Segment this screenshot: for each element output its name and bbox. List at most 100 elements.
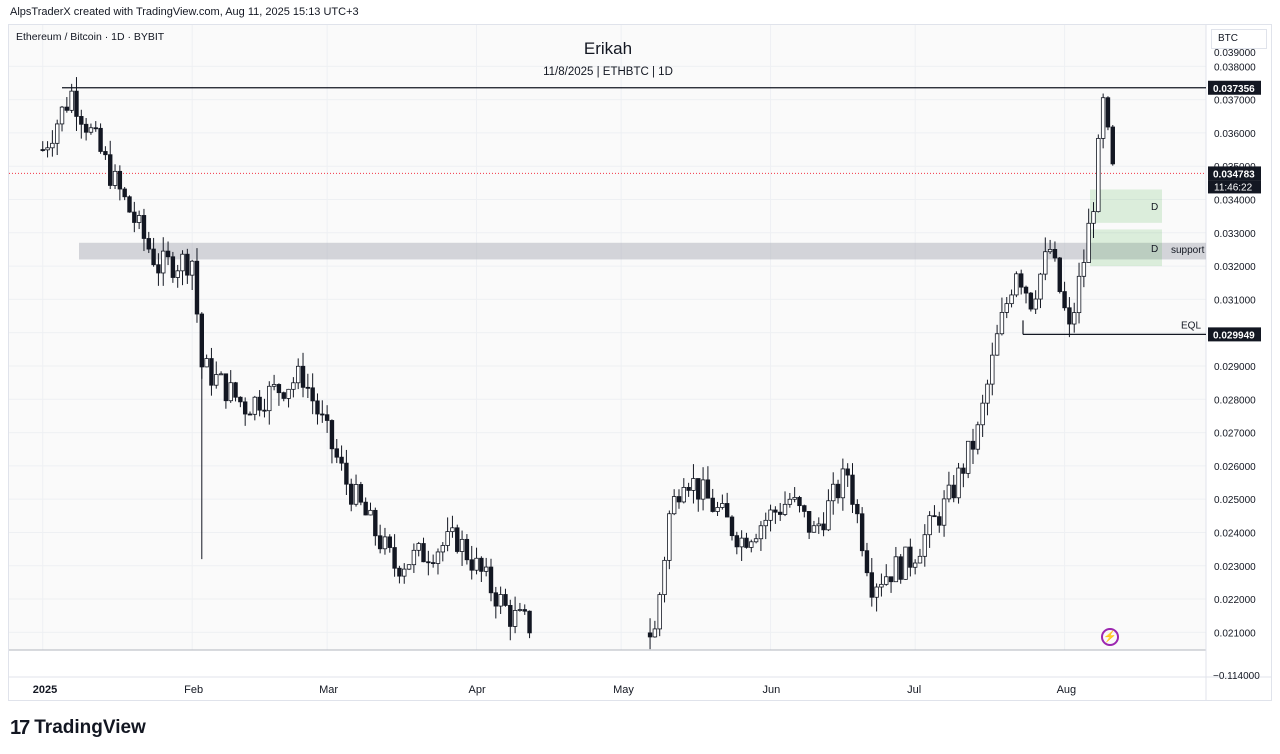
candle[interactable] bbox=[908, 546, 913, 568]
candle[interactable] bbox=[1019, 273, 1024, 288]
candle[interactable] bbox=[739, 537, 744, 548]
candle[interactable] bbox=[999, 312, 1005, 335]
candle[interactable] bbox=[763, 519, 768, 527]
symbol-label[interactable]: Ethereum / Bitcoin · 1D · BYBIT bbox=[16, 31, 165, 43]
candle[interactable] bbox=[59, 106, 65, 125]
candle[interactable] bbox=[787, 498, 793, 505]
candle[interactable] bbox=[223, 373, 229, 402]
candle[interactable] bbox=[517, 609, 523, 611]
candle[interactable] bbox=[387, 536, 392, 548]
candle[interactable] bbox=[1043, 251, 1048, 275]
candle[interactable] bbox=[990, 354, 995, 385]
candle[interactable] bbox=[112, 170, 118, 186]
candle[interactable] bbox=[1047, 249, 1053, 253]
candle[interactable] bbox=[98, 127, 103, 152]
candle[interactable] bbox=[305, 386, 311, 389]
candle[interactable] bbox=[344, 462, 349, 485]
candle[interactable] bbox=[888, 576, 894, 583]
candle[interactable] bbox=[782, 503, 788, 515]
candle[interactable] bbox=[662, 559, 667, 596]
candle[interactable] bbox=[994, 333, 1000, 356]
candle[interactable] bbox=[406, 564, 412, 570]
candle[interactable] bbox=[1052, 249, 1058, 259]
candle[interactable] bbox=[734, 535, 740, 548]
candle[interactable] bbox=[831, 483, 836, 502]
candle[interactable] bbox=[647, 632, 653, 638]
candle[interactable] bbox=[975, 424, 981, 450]
candle[interactable] bbox=[450, 527, 455, 533]
candle[interactable] bbox=[985, 383, 990, 404]
candle[interactable] bbox=[753, 538, 759, 543]
candle[interactable] bbox=[247, 413, 253, 416]
candle[interactable] bbox=[912, 562, 918, 568]
demand-zone[interactable] bbox=[1090, 229, 1162, 267]
candle[interactable] bbox=[676, 496, 682, 503]
candle[interactable] bbox=[373, 509, 378, 537]
candle[interactable] bbox=[132, 211, 137, 223]
candle[interactable] bbox=[440, 545, 445, 553]
candle[interactable] bbox=[55, 123, 60, 144]
candle[interactable] bbox=[122, 188, 127, 198]
candle[interactable] bbox=[816, 523, 821, 527]
candle[interactable] bbox=[715, 507, 720, 512]
candle[interactable] bbox=[459, 538, 465, 552]
candle[interactable] bbox=[295, 365, 301, 384]
candle[interactable] bbox=[469, 559, 474, 571]
candle[interactable] bbox=[189, 260, 195, 276]
candle[interactable] bbox=[503, 594, 508, 606]
candle[interactable] bbox=[40, 149, 45, 151]
candle[interactable] bbox=[941, 498, 947, 526]
candle[interactable] bbox=[922, 534, 927, 557]
candle[interactable] bbox=[271, 384, 277, 387]
candle[interactable] bbox=[773, 509, 778, 513]
candle[interactable] bbox=[349, 483, 354, 505]
candle[interactable] bbox=[768, 509, 773, 521]
candle[interactable] bbox=[859, 513, 865, 552]
candle[interactable] bbox=[869, 572, 874, 598]
candle[interactable] bbox=[315, 400, 320, 415]
candle[interactable] bbox=[363, 501, 368, 516]
candle[interactable] bbox=[204, 358, 209, 368]
candle[interactable] bbox=[802, 505, 807, 512]
candle[interactable] bbox=[758, 525, 764, 540]
candle[interactable] bbox=[242, 401, 248, 415]
candle[interactable] bbox=[686, 486, 691, 491]
candle[interactable] bbox=[267, 385, 272, 412]
candle[interactable] bbox=[980, 402, 985, 426]
candle[interactable] bbox=[1038, 273, 1043, 300]
candle[interactable] bbox=[903, 546, 908, 580]
candle[interactable] bbox=[214, 374, 219, 386]
candle[interactable] bbox=[353, 484, 359, 505]
candle[interactable] bbox=[93, 127, 98, 130]
candle[interactable] bbox=[426, 561, 431, 564]
candle[interactable] bbox=[455, 527, 460, 552]
candle[interactable] bbox=[1081, 262, 1087, 277]
candle[interactable] bbox=[402, 568, 407, 577]
candle[interactable] bbox=[103, 151, 108, 156]
candle[interactable] bbox=[252, 396, 258, 415]
candle[interactable] bbox=[749, 541, 754, 548]
candle[interactable] bbox=[180, 253, 185, 272]
candle[interactable] bbox=[445, 531, 450, 546]
candle[interactable] bbox=[667, 513, 672, 561]
candle[interactable] bbox=[1110, 126, 1115, 165]
candle[interactable] bbox=[358, 484, 364, 503]
candle[interactable] bbox=[165, 250, 171, 258]
candle[interactable] bbox=[382, 536, 388, 550]
candle[interactable] bbox=[884, 576, 889, 585]
candle[interactable] bbox=[185, 253, 190, 276]
candle[interactable] bbox=[194, 260, 200, 315]
candle[interactable] bbox=[392, 547, 397, 569]
demand-zone[interactable] bbox=[1090, 189, 1162, 223]
candle[interactable] bbox=[527, 610, 532, 634]
candle[interactable] bbox=[932, 515, 937, 518]
candle[interactable] bbox=[1086, 222, 1091, 263]
candle[interactable] bbox=[1105, 97, 1111, 128]
candle[interactable] bbox=[1023, 286, 1029, 294]
candle[interactable] bbox=[161, 250, 166, 274]
candle[interactable] bbox=[797, 497, 802, 507]
candle[interactable] bbox=[218, 373, 224, 376]
candle[interactable] bbox=[320, 413, 325, 416]
candle[interactable] bbox=[1091, 211, 1096, 224]
candle[interactable] bbox=[792, 497, 797, 500]
